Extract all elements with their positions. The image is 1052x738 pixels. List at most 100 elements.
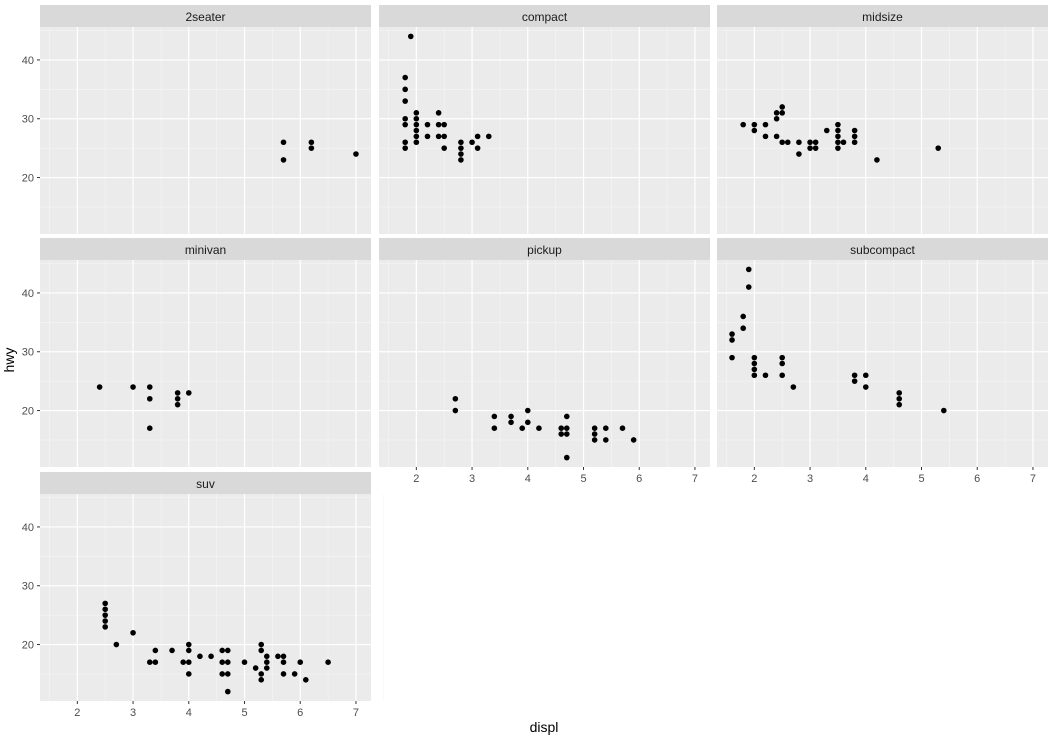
data-point: [851, 127, 858, 134]
facet-strip: [379, 238, 710, 260]
data-point: [280, 671, 287, 677]
x-tick-label: 3: [130, 707, 136, 719]
x-tick-label: 5: [241, 707, 247, 719]
data-point: [773, 110, 780, 116]
data-point: [851, 378, 858, 384]
data-point: [729, 331, 735, 337]
data-point: [796, 151, 802, 157]
data-point: [779, 139, 785, 146]
data-point: [779, 372, 785, 379]
data-point: [940, 407, 947, 414]
data-point: [402, 115, 408, 122]
data-point: [773, 133, 780, 140]
data-point: [219, 647, 226, 654]
data-point: [263, 653, 270, 660]
data-point: [402, 86, 408, 93]
data-point: [835, 121, 841, 128]
data-point: [896, 395, 903, 402]
data-point: [263, 665, 270, 671]
data-point: [591, 431, 598, 437]
x-tick-label: 7: [692, 473, 698, 485]
x-tick-label: 2: [751, 473, 757, 485]
data-point: [280, 157, 287, 163]
data-point: [441, 121, 447, 128]
data-point: [413, 133, 420, 140]
facet-strip-label: subcompact: [850, 243, 915, 257]
data-point: [252, 665, 259, 671]
data-point: [807, 139, 813, 146]
data-point: [224, 688, 231, 695]
data-point: [258, 677, 265, 683]
x-tick-label: 4: [186, 707, 192, 719]
data-point: [224, 671, 231, 677]
data-point: [146, 425, 153, 431]
data-point: [185, 390, 192, 396]
data-point: [197, 653, 203, 660]
data-point: [441, 145, 447, 151]
data-point: [784, 139, 791, 146]
data-point: [224, 647, 231, 654]
y-tick-label: 40: [22, 288, 34, 300]
data-point: [113, 641, 120, 648]
x-tick-label: 3: [469, 473, 475, 485]
data-point: [823, 127, 830, 134]
facet-strip-label: pickup: [527, 243, 562, 257]
data-point: [102, 606, 108, 613]
data-point: [402, 98, 408, 104]
data-point: [130, 629, 136, 636]
data-point: [102, 612, 108, 618]
facet-strip-label: compact: [522, 10, 568, 24]
x-tick-label: 4: [863, 473, 869, 485]
data-point: [812, 139, 819, 146]
x-tick-label: 3: [807, 473, 813, 485]
x-tick-label: 2: [74, 707, 80, 719]
data-points: [102, 600, 331, 695]
data-point: [402, 145, 408, 151]
data-point: [602, 425, 609, 431]
data-point: [297, 659, 304, 665]
data-point: [835, 139, 841, 146]
gridlines: [40, 494, 385, 701]
data-point: [174, 401, 181, 408]
data-point: [185, 659, 192, 665]
facet-strip: [40, 5, 371, 27]
data-point: [807, 145, 813, 151]
facet-2seater: 2seater 20 30 40: [22, 5, 385, 234]
data-point: [563, 454, 570, 461]
gridlines: [717, 27, 1048, 234]
facet-minivan: minivan 20 30 40: [22, 238, 385, 467]
y-tick-label: 40: [22, 522, 34, 534]
data-point: [152, 647, 159, 654]
data-point: [458, 145, 464, 151]
facet-strip: [40, 472, 371, 494]
data-points: [740, 104, 942, 163]
facet-panel-background: [379, 27, 710, 234]
data-point: [896, 390, 903, 396]
gridlines: [40, 260, 385, 467]
data-point: [280, 139, 287, 146]
data-point: [558, 425, 565, 431]
data-point: [402, 74, 408, 81]
data-point: [308, 145, 315, 151]
data-point: [413, 139, 420, 146]
data-point: [751, 366, 758, 373]
facet-panel-background: [40, 27, 371, 234]
data-point: [896, 401, 903, 408]
data-point: [435, 121, 442, 128]
data-point: [591, 437, 598, 443]
data-point: [619, 425, 626, 431]
x-tick-label: 5: [918, 473, 924, 485]
data-point: [291, 671, 298, 677]
data-point: [185, 647, 192, 654]
data-point: [740, 121, 746, 128]
data-point: [407, 33, 414, 40]
data-point: [174, 390, 181, 396]
data-point: [146, 384, 153, 390]
x-tick-label: 6: [974, 473, 980, 485]
y-tick-label: 30: [22, 581, 34, 593]
data-point: [835, 145, 841, 151]
data-point: [762, 133, 769, 140]
data-point: [935, 145, 942, 151]
data-point: [474, 145, 481, 151]
facet-strip-label: minivan: [185, 243, 226, 257]
